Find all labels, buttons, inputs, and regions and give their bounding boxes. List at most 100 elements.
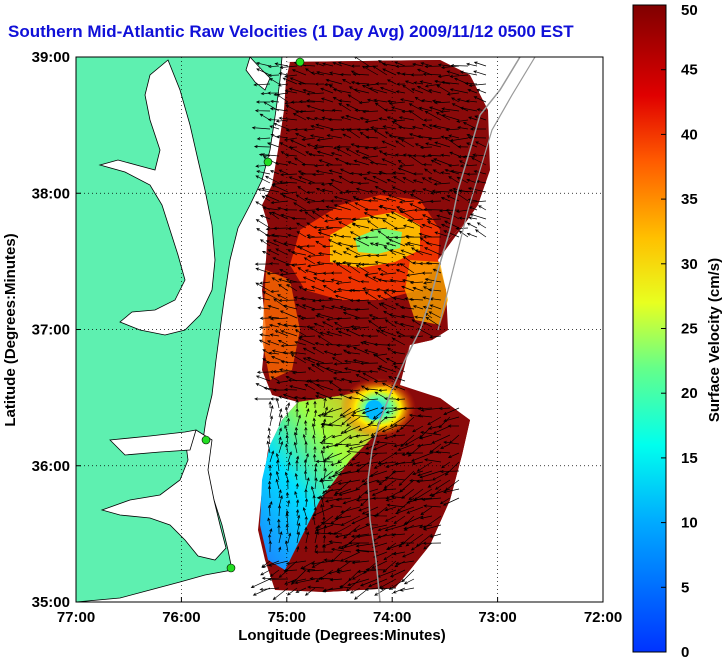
- velocity-arrow: [340, 506, 361, 514]
- velocity-arrow: [259, 316, 271, 320]
- velocity-arrow: [314, 467, 318, 481]
- velocity-arrow: [414, 315, 424, 319]
- velocity-arrow: [279, 368, 298, 373]
- velocity-arrow: [404, 434, 424, 446]
- velocity-arrow: [293, 296, 307, 301]
- velocity-arrow: [347, 94, 361, 103]
- velocity-arrow: [304, 197, 316, 202]
- velocity-arrow: [451, 97, 460, 103]
- velocity-arrow: [373, 342, 388, 347]
- velocity-arrow: [399, 587, 415, 592]
- velocity-arrow: [320, 478, 325, 490]
- velocity-arrow: [278, 395, 289, 400]
- velocity-arrow: [376, 479, 388, 483]
- velocity-arrow: [323, 218, 343, 223]
- velocity-arrow: [304, 441, 308, 454]
- velocity-arrow: [396, 206, 406, 211]
- colorbar-tick-label: 50: [681, 2, 698, 19]
- velocity-arrow: [334, 533, 352, 539]
- velocity-arrow: [408, 133, 424, 139]
- velocity-arrow: [271, 184, 289, 193]
- velocity-arrow: [373, 98, 388, 103]
- velocity-arrow: [322, 244, 334, 249]
- velocity-arrow: [338, 99, 352, 103]
- velocity-arrow: [302, 347, 316, 355]
- velocity-arrow: [362, 110, 379, 114]
- velocity-arrow: [287, 499, 291, 508]
- velocity-arrow: [365, 128, 379, 132]
- velocity-arrow: [342, 251, 352, 256]
- velocity-arrow: [432, 169, 442, 175]
- velocity-arrow: [323, 350, 334, 355]
- velocity-arrow: [374, 587, 388, 596]
- colorbar-tick-label: 25: [681, 321, 698, 338]
- velocity-arrow: [330, 152, 343, 157]
- velocity-arrow: [330, 178, 343, 184]
- velocity-arrow: [375, 82, 388, 86]
- velocity-arrow: [378, 302, 388, 310]
- velocity-arrow: [337, 388, 352, 392]
- velocity-arrow: [323, 406, 328, 418]
- velocity-arrow: [395, 560, 415, 565]
- velocity-arrow: [333, 362, 352, 366]
- velocity-arrow: [362, 372, 379, 382]
- velocity-arrow: [289, 77, 307, 85]
- velocity-arrow: [339, 407, 352, 417]
- velocity-arrow: [364, 274, 379, 283]
- velocity-arrow: [285, 560, 307, 566]
- colorbar-tick-label: 10: [681, 515, 698, 532]
- velocity-arrow: [366, 171, 379, 175]
- velocity-arrow: [348, 541, 370, 545]
- velocity-arrow: [449, 74, 469, 78]
- velocity-arrow: [361, 85, 379, 94]
- velocity-arrow: [414, 249, 433, 256]
- velocity-arrow: [342, 133, 352, 139]
- velocity-arrow: [269, 125, 280, 130]
- velocity-arrow: [355, 542, 379, 548]
- velocity-arrow: [282, 304, 298, 310]
- velocity-arrow: [352, 237, 370, 247]
- velocity-arrow: [337, 241, 352, 247]
- velocity-arrow: [382, 219, 397, 229]
- velocity-arrow: [381, 382, 397, 391]
- velocity-arrow: [417, 407, 433, 411]
- velocity-arrow: [395, 425, 406, 433]
- velocity-arrow: [412, 497, 433, 502]
- velocity-arrow: [382, 125, 397, 130]
- velocity-arrow: [282, 393, 298, 400]
- velocity-arrow: [305, 401, 309, 409]
- velocity-arrow: [422, 163, 433, 167]
- velocity-arrow: [428, 311, 442, 319]
- velocity-arrow: [262, 206, 280, 211]
- y-axis-label: Latitude (Degrees:Minutes): [2, 233, 19, 426]
- velocity-arrow: [402, 190, 415, 194]
- x-axis-label: Longitude (Degrees:Minutes): [238, 627, 446, 644]
- velocity-arrow: [291, 216, 307, 221]
- velocity-arrow: [288, 87, 307, 94]
- bathymetry-contour-2: [437, 57, 536, 331]
- velocity-arrow: [284, 540, 289, 553]
- velocity-arrow: [268, 560, 289, 567]
- velocity-arrow: [397, 136, 415, 140]
- velocity-arrow: [320, 305, 334, 310]
- velocity-arrow: [336, 560, 352, 572]
- velocity-arrow: [424, 247, 442, 256]
- velocity-arrow: [476, 222, 487, 229]
- velocity-arrow: [400, 139, 415, 148]
- colorbar-tick-label: 0: [681, 644, 689, 659]
- velocity-band-slowest: [355, 228, 402, 254]
- velocity-arrow: [353, 254, 370, 259]
- velocity-arrow: [349, 180, 361, 185]
- velocity-arrow: [409, 193, 424, 202]
- velocity-arrow: [408, 103, 424, 112]
- velocity-arrow: [259, 214, 271, 220]
- velocity-arrow: [313, 506, 317, 517]
- velocity-arrow: [294, 490, 298, 499]
- velocity-arrow: [286, 587, 298, 596]
- velocity-arrow: [279, 65, 298, 69]
- velocity-arrow: [394, 61, 406, 67]
- velocity-arrow: [313, 116, 325, 121]
- velocity-arrow: [409, 219, 424, 229]
- velocity-arrow: [295, 399, 299, 409]
- velocity-arrow: [320, 521, 343, 526]
